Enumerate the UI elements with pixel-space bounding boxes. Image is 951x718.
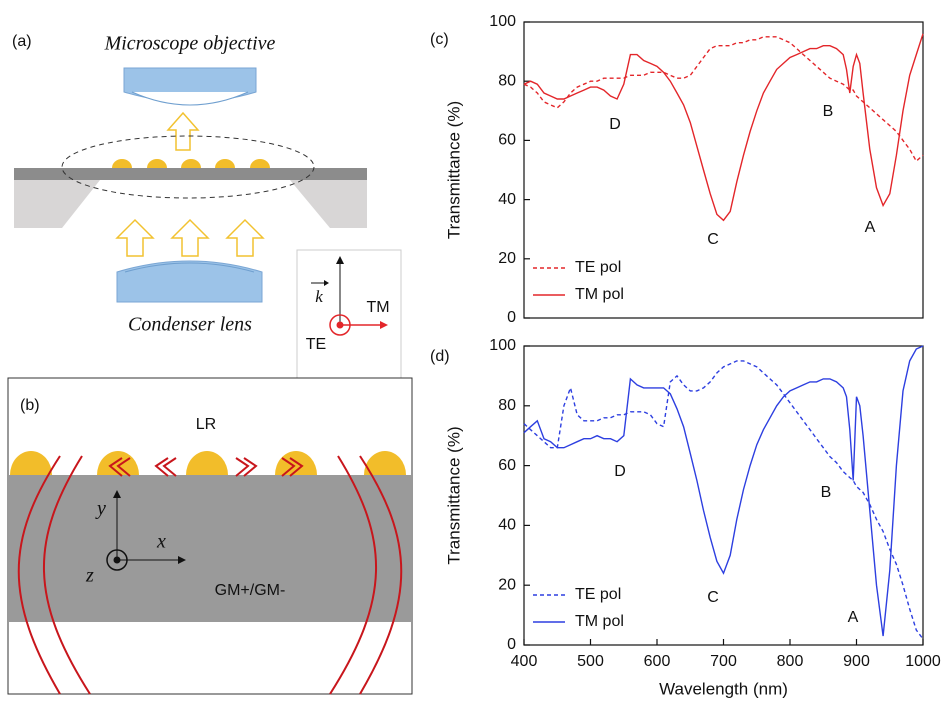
y-axis-label: Transmittance (%) bbox=[444, 426, 463, 564]
light-arrows bbox=[115, 218, 265, 257]
medium-label: GM+/GM- bbox=[215, 582, 286, 599]
legend-label: TM pol bbox=[575, 286, 624, 303]
series-line bbox=[523, 360, 924, 640]
support bbox=[290, 180, 367, 228]
lr-label: LR bbox=[196, 416, 216, 433]
annotation: C bbox=[707, 589, 719, 606]
waveguide bbox=[9, 475, 411, 622]
y-tick-label: 0 bbox=[507, 309, 516, 326]
y-axis-head bbox=[113, 490, 121, 498]
tm-arrow-head bbox=[380, 321, 388, 329]
focus-ellipse bbox=[61, 135, 315, 199]
condenser-lens bbox=[116, 260, 263, 303]
series-line bbox=[523, 345, 924, 637]
y-axis-label: Transmittance (%) bbox=[444, 101, 463, 239]
y-tick-label: 80 bbox=[498, 397, 516, 414]
annotation: B bbox=[823, 103, 834, 120]
axis-label: y bbox=[95, 498, 106, 520]
te-label: TE bbox=[306, 336, 326, 353]
annotation: B bbox=[821, 484, 832, 501]
annotation: A bbox=[848, 609, 859, 626]
condenser-label: Condenser lens bbox=[128, 314, 252, 336]
legend-label: TE pol bbox=[575, 259, 621, 276]
tm-label: TM bbox=[366, 299, 389, 316]
y-tick-label: 40 bbox=[498, 517, 516, 534]
y-tick-label: 60 bbox=[498, 132, 516, 149]
k-arrow-head bbox=[336, 256, 344, 264]
x-tick-label: 500 bbox=[577, 653, 604, 670]
te-circle bbox=[329, 314, 351, 336]
inset-box bbox=[296, 249, 402, 386]
plot-frame bbox=[523, 21, 924, 319]
z-circle bbox=[106, 549, 128, 571]
k-label: k bbox=[315, 287, 323, 306]
panel-label: (a) bbox=[12, 33, 32, 50]
y-tick-label: 20 bbox=[498, 250, 516, 267]
annotation: A bbox=[865, 219, 876, 236]
y-tick-label: 40 bbox=[498, 191, 516, 208]
panel-label: (c) bbox=[430, 31, 449, 48]
x-tick-label: 900 bbox=[843, 653, 870, 670]
x-tick-label: 1000 bbox=[905, 653, 941, 670]
legend-label: TM pol bbox=[575, 613, 624, 630]
mode-lines bbox=[17, 455, 403, 695]
x-tick-label: 800 bbox=[777, 653, 804, 670]
objective-curve bbox=[131, 91, 249, 106]
condenser-curve bbox=[124, 262, 255, 273]
x-axis-head bbox=[178, 556, 186, 564]
y-tick-label: 60 bbox=[498, 457, 516, 474]
annotation: D bbox=[614, 463, 626, 480]
te-dot bbox=[336, 321, 344, 329]
axis-label: x bbox=[156, 531, 166, 553]
x-tick-label: 700 bbox=[710, 653, 737, 670]
series-line bbox=[523, 33, 924, 222]
light-arrow bbox=[166, 111, 200, 151]
series-line bbox=[523, 36, 924, 163]
panel-label: (b) bbox=[20, 397, 40, 414]
panel-label: (d) bbox=[430, 348, 450, 365]
support bbox=[14, 180, 100, 228]
particles bbox=[112, 159, 270, 168]
k-vector-head bbox=[324, 280, 329, 286]
axis-label: z bbox=[85, 565, 94, 587]
substrate bbox=[14, 168, 367, 180]
x-tick-label: 600 bbox=[644, 653, 671, 670]
y-tick-label: 80 bbox=[498, 72, 516, 89]
annotation: C bbox=[707, 231, 719, 248]
y-tick-label: 20 bbox=[498, 576, 516, 593]
legend-label: TE pol bbox=[575, 586, 621, 603]
annotation: D bbox=[609, 116, 621, 133]
y-tick-label: 100 bbox=[489, 337, 516, 354]
particles bbox=[10, 451, 406, 475]
y-tick-label: 0 bbox=[507, 636, 516, 653]
y-tick-label: 100 bbox=[489, 13, 516, 30]
x-tick-label: 400 bbox=[511, 653, 538, 670]
objective-label: Microscope objective bbox=[104, 33, 276, 55]
z-dot bbox=[113, 556, 121, 564]
x-axis-label: Wavelength (nm) bbox=[659, 679, 788, 698]
